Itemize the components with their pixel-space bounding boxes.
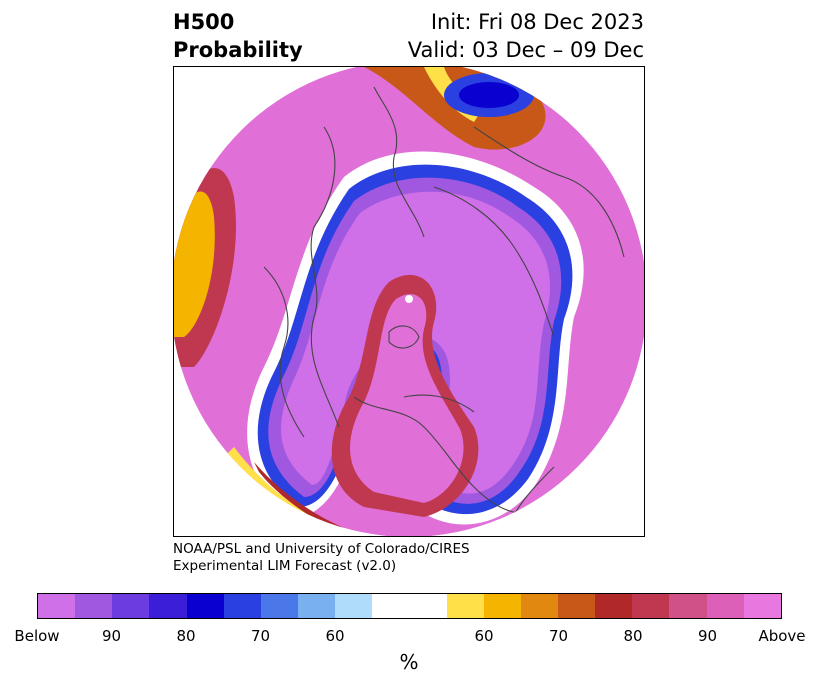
- trough-northeast-core: [459, 82, 519, 108]
- colorbar: [37, 593, 782, 619]
- title-left: H500 Probability: [173, 8, 303, 64]
- colorbar-segment: [520, 594, 558, 618]
- colorbar-tick-label: 90: [101, 627, 122, 645]
- colorbar-tick-label: Above: [758, 627, 806, 645]
- colorbar-tick-label: 90: [697, 627, 718, 645]
- anomaly-west-edge-core: [174, 191, 215, 337]
- colorbar-segment: [743, 594, 781, 618]
- probability-map: [174, 67, 644, 536]
- colorbar-segment: [297, 594, 336, 618]
- title-product: Probability: [173, 38, 303, 62]
- colorbar-segment: [149, 594, 187, 618]
- colorbar-segment: [557, 594, 596, 618]
- title-init: Init: Fri 08 Dec 2023: [430, 10, 644, 34]
- colorbar-tick-label: 80: [176, 627, 196, 645]
- colorbar-segment: [446, 594, 484, 618]
- colorbar-segment: [632, 594, 670, 618]
- credit-line-2: Experimental LIM Forecast (v2.0): [173, 558, 397, 574]
- colorbar-unit: %: [399, 650, 419, 674]
- colorbar-segment: [223, 594, 261, 618]
- colorbar-tick-label: 70: [548, 627, 569, 645]
- colorbar-segment: [483, 594, 521, 618]
- below-normal-core: [281, 191, 551, 494]
- title-valid: Valid: 03 Dec – 09 Dec: [407, 38, 644, 62]
- colorbar-tick-label: Below: [14, 627, 60, 645]
- above-normal-inner-core: [350, 294, 464, 503]
- north-pole-marker: [405, 295, 413, 303]
- colorbar-segment: [706, 594, 744, 618]
- colorbar-segment: [595, 594, 633, 618]
- credit-text: NOAA/PSL and University of Colorado/CIRE…: [173, 541, 470, 575]
- colorbar-segment: [186, 594, 224, 618]
- colorbar-segment: [75, 594, 113, 618]
- title-variable: H500: [173, 10, 235, 34]
- colorbar-tick-label: 80: [623, 627, 643, 645]
- colorbar-segment: [669, 594, 707, 618]
- credit-line-1: NOAA/PSL and University of Colorado/CIRE…: [173, 541, 470, 557]
- colorbar-segment: [112, 594, 150, 618]
- title-right: Init: Fri 08 Dec 2023 Valid: 03 Dec – 09…: [408, 8, 644, 64]
- colorbar-segment: [38, 594, 76, 618]
- colorbar-segment: [260, 594, 298, 618]
- colorbar-tick-label: 60: [325, 627, 345, 645]
- colorbar-tick-label: 70: [250, 627, 271, 645]
- colorbar-segment: [372, 594, 447, 618]
- colorbar-segment: [335, 594, 373, 618]
- map-panel: [173, 66, 645, 537]
- colorbar-tick-label: 60: [474, 627, 494, 645]
